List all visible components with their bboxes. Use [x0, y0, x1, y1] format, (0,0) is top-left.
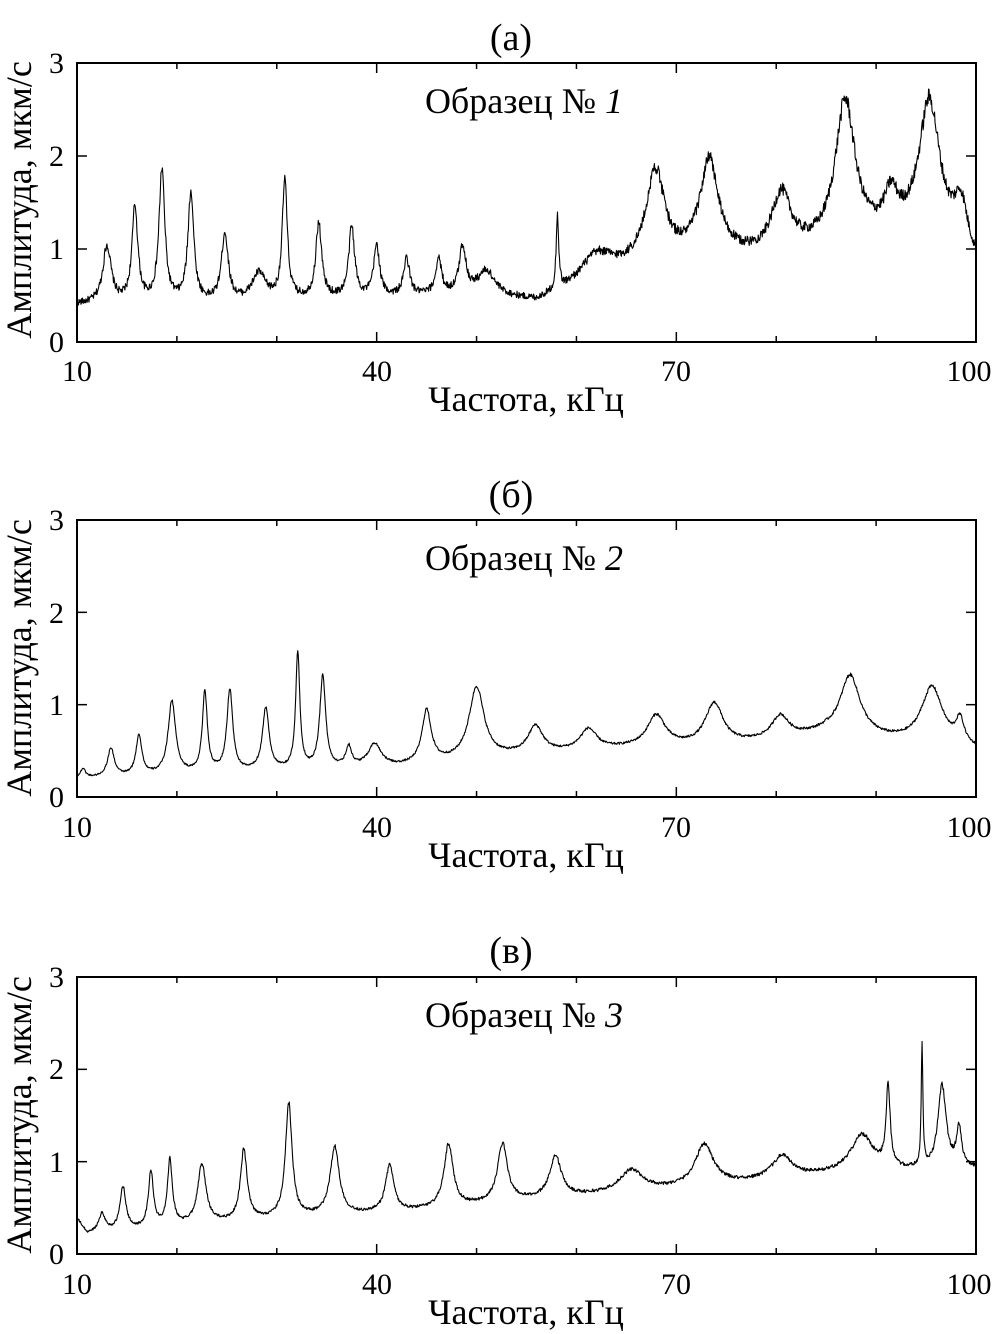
x-axis-label-b: Частота, кГц: [428, 835, 624, 875]
xticks-b: 10 40 70 100: [62, 811, 992, 844]
annotation-a: Образец № 1: [425, 81, 623, 121]
x-axis-label-a: Частота, кГц: [428, 379, 624, 419]
xticks-c: 10 40 70 100: [62, 1268, 992, 1301]
yticks-c: 0 1 2 3: [49, 961, 64, 1271]
plot-frame-c: [76, 976, 977, 1255]
y-tick-label: 0: [49, 781, 64, 814]
tick-marks: [76, 976, 977, 1255]
y-axis-label-b: Амплитуда, мкм/с: [0, 519, 39, 797]
panel-label-b: (б): [489, 474, 534, 516]
x-tick-label: 70: [661, 355, 691, 388]
panel-label-c: (в): [489, 930, 532, 972]
x-tick-label: 100: [947, 1268, 992, 1301]
x-tick-label: 10: [62, 1268, 92, 1301]
annotation-prefix-b: Образец №: [425, 538, 596, 578]
y-tick-label: 0: [49, 326, 64, 359]
y-tick-label: 1: [49, 233, 64, 266]
annotation-prefix-c: Образец №: [425, 995, 596, 1035]
x-tick-label: 40: [362, 811, 392, 844]
y-tick-label: 2: [49, 1053, 64, 1086]
y-tick-label: 0: [49, 1238, 64, 1271]
x-tick-label: 70: [661, 1268, 691, 1301]
panel-b: (б) Образец № 2 0 1 2 3 10 40 70 100 Час…: [0, 474, 992, 875]
x-tick-label: 100: [947, 355, 992, 388]
x-tick-label: 40: [362, 355, 392, 388]
annotation-number-c: 3: [604, 995, 623, 1035]
annotation-number-a: 1: [605, 81, 623, 121]
y-tick-label: 2: [49, 597, 64, 630]
y-axis-label-a: Амплитуда, мкм/с: [0, 61, 39, 339]
spectrum-line: [76, 650, 977, 777]
xticks-a: 10 40 70 100: [62, 355, 992, 388]
annotation-prefix-a: Образец №: [425, 81, 596, 121]
y-tick-label: 2: [49, 140, 64, 173]
panel-a: (а) Образец № 1 0 1 2 3 10 40 70 100 Час…: [0, 17, 992, 419]
tick-marks: [76, 519, 977, 798]
x-tick-label: 10: [62, 355, 92, 388]
yticks-a: 0 1 2 3: [49, 47, 64, 359]
y-tick-label: 1: [49, 1146, 64, 1179]
yticks-b: 0 1 2 3: [49, 504, 64, 814]
y-tick-label: 3: [49, 47, 64, 80]
y-tick-label: 3: [49, 504, 64, 537]
y-axis-label-c: Амплитуда, мкм/с: [0, 976, 39, 1254]
plot-frame-b: [76, 519, 977, 798]
x-tick-label: 10: [62, 811, 92, 844]
panel-c: (в) Образец № 3 0 1 2 3 10 40 70 100 Час…: [0, 930, 992, 1332]
x-axis-label-c: Частота, кГц: [428, 1292, 624, 1332]
annotation-b: Образец № 2: [425, 538, 623, 578]
panel-label-a: (а): [490, 17, 532, 59]
x-tick-label: 100: [947, 811, 992, 844]
y-tick-label: 1: [49, 689, 64, 722]
spectrum-line: [76, 1040, 977, 1233]
plot-frame-a: [76, 62, 977, 343]
annotation-c: Образец № 3: [425, 995, 623, 1035]
y-tick-label: 3: [49, 961, 64, 994]
x-tick-label: 70: [661, 811, 691, 844]
spectrum-line: [76, 88, 977, 306]
tick-marks: [76, 62, 977, 343]
annotation-number-b: 2: [605, 538, 623, 578]
x-tick-label: 40: [362, 1268, 392, 1301]
